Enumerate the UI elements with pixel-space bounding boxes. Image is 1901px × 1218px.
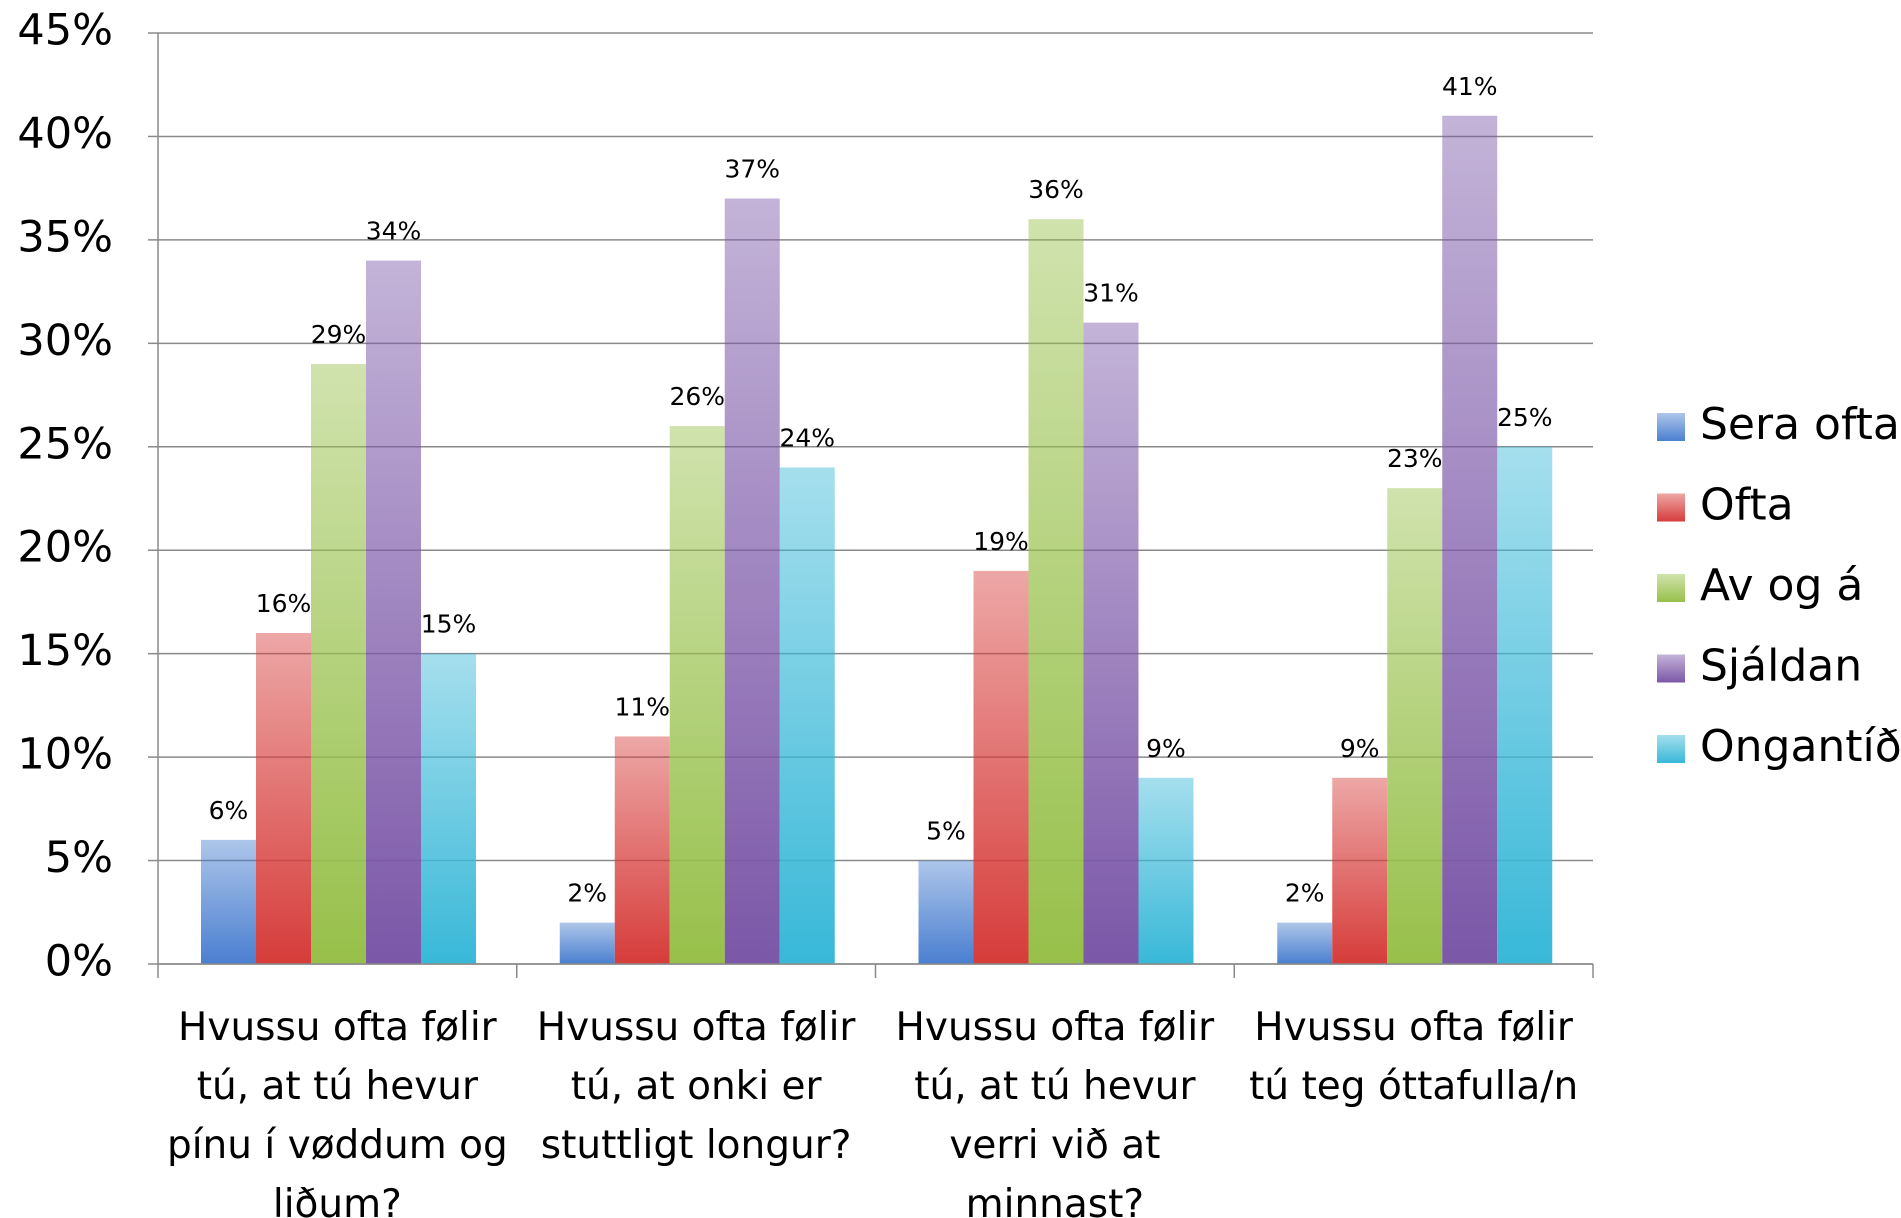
data-label: 5%	[926, 817, 966, 846]
bar	[1497, 446, 1553, 964]
data-label: 16%	[256, 589, 312, 618]
legend-swatch	[1657, 493, 1685, 522]
data-label: 36%	[1028, 175, 1084, 204]
y-tick-label: 35%	[17, 212, 113, 262]
y-tick-label: 5%	[45, 833, 113, 883]
legend-label: Av og á	[1700, 560, 1863, 611]
data-label: 9%	[1340, 734, 1380, 763]
bar	[311, 364, 366, 964]
legend-label: Sjáldan	[1700, 641, 1862, 692]
data-label: 15%	[421, 610, 477, 639]
data-label: 34%	[366, 217, 422, 246]
bar	[724, 198, 780, 964]
y-tick-label: 30%	[17, 316, 113, 366]
y-tick-label: 10%	[17, 730, 113, 780]
bar	[669, 426, 725, 965]
data-label: 29%	[311, 320, 367, 349]
data-label: 24%	[779, 423, 835, 452]
y-tick-label: 25%	[17, 419, 113, 469]
bar	[1138, 777, 1194, 964]
bar	[421, 653, 476, 964]
bar	[256, 632, 311, 964]
data-label: 19%	[973, 527, 1029, 556]
data-label: 11%	[614, 692, 670, 721]
legend-swatch	[1657, 574, 1685, 602]
legend-label: Sera ofta	[1700, 399, 1900, 450]
bar	[1442, 115, 1498, 964]
bar	[1277, 922, 1333, 964]
y-tick-label: 20%	[17, 523, 113, 573]
data-label: 41%	[1442, 72, 1498, 101]
bar	[366, 260, 421, 965]
y-tick-label: 40%	[17, 109, 113, 159]
bar	[1028, 219, 1084, 964]
data-label: 31%	[1083, 279, 1139, 308]
data-label: 37%	[724, 155, 780, 184]
x-tick-label: Hvussu ofta følir tú, at onki er stuttli…	[536, 1005, 856, 1168]
legend-swatch	[1657, 735, 1685, 763]
y-tick-label: 15%	[17, 626, 113, 676]
data-label: 25%	[1497, 403, 1553, 432]
bar	[1332, 777, 1388, 964]
x-tick-label: Hvussu ofta følir tú, at tú hevur verri …	[895, 1005, 1215, 1218]
bar	[779, 467, 835, 964]
x-tick-label: Hvussu ofta følir tú, at tú hevur pínu í…	[166, 1005, 508, 1218]
data-label: 2%	[567, 879, 607, 908]
x-tick-label: Hvussu ofta følir tú teg óttafulla/n	[1249, 1005, 1579, 1109]
y-tick-label: 45%	[17, 6, 113, 56]
data-label: 23%	[1387, 444, 1443, 473]
data-label: 9%	[1146, 734, 1186, 763]
bar	[918, 860, 974, 964]
legend-label: Ongantíð	[1700, 721, 1901, 772]
legend-swatch	[1657, 654, 1685, 683]
bar	[1387, 488, 1443, 964]
data-label: 6%	[209, 796, 249, 825]
bar	[559, 922, 615, 964]
data-label: 26%	[669, 382, 725, 411]
data-label: 2%	[1285, 879, 1325, 908]
bar	[201, 839, 256, 964]
legend-label: Ofta	[1700, 480, 1794, 531]
bar	[973, 570, 1029, 964]
bar	[614, 736, 670, 964]
y-tick-label: 0%	[45, 937, 113, 987]
legend-swatch	[1657, 413, 1685, 441]
bar	[1083, 322, 1139, 965]
